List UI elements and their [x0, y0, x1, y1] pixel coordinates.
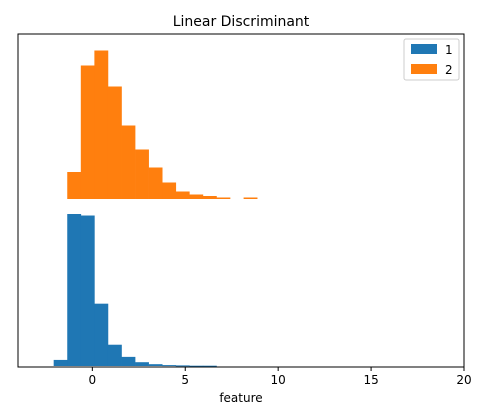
- bar-series-2-bin-6: [148, 167, 163, 199]
- bar-series-2-bin-0: [67, 172, 82, 199]
- bar-series-1-bin-8: [162, 365, 177, 367]
- x-tick-label-5: 5: [181, 373, 189, 387]
- legend-label-series-1: 1: [445, 43, 453, 57]
- bar-series-1-bin-11: [202, 365, 217, 367]
- bar-series-2-bin-7: [162, 182, 177, 199]
- bar-series-2-bin-11: [216, 197, 231, 199]
- bar-series-2-bin-2: [94, 50, 109, 199]
- x-axis-ticks: 0 5 10 15 20: [89, 367, 472, 387]
- bar-series-1-bin-2: [80, 215, 95, 366]
- legend-label-series-2: 2: [445, 63, 453, 77]
- bar-series-2-bin-9: [189, 194, 204, 199]
- x-tick-label-15: 15: [363, 373, 378, 387]
- x-tick-label-0: 0: [89, 373, 97, 387]
- legend-swatch-series-1: [411, 44, 437, 54]
- bar-series-2-bin-8: [175, 191, 190, 199]
- bar-series-2-bin-5: [135, 149, 149, 199]
- bars-layer: [53, 50, 258, 367]
- bar-series-2-bin-10: [202, 196, 217, 199]
- bar-series-1-bin-5: [121, 356, 136, 366]
- bar-series-1-bin-1: [67, 214, 82, 366]
- x-axis-label: feature: [219, 391, 262, 405]
- legend-swatch-series-2: [411, 64, 437, 74]
- x-tick-label-20: 20: [456, 373, 471, 387]
- chart-title: Linear Discriminant: [173, 14, 310, 30]
- bar-series-1-bin-3: [94, 303, 109, 366]
- bar-series-1-bin-10: [189, 365, 204, 367]
- plot-frame: [17, 33, 465, 368]
- bar-series-2-bin-1: [80, 65, 95, 199]
- bar-series-2-bin-13: [243, 197, 258, 199]
- bar-series-1-bin-0: [53, 359, 68, 366]
- bar-series-2-bin-4: [121, 125, 136, 199]
- bar-series-1-bin-6: [135, 362, 149, 366]
- bar-series-2-bin-3: [107, 86, 122, 199]
- legend: 1 2: [403, 38, 460, 81]
- bar-series-1-bin-4: [107, 344, 122, 366]
- bar-series-1-bin-7: [148, 364, 163, 366]
- x-tick-label-10: 10: [271, 373, 286, 387]
- bar-series-1-bin-9: [175, 365, 190, 367]
